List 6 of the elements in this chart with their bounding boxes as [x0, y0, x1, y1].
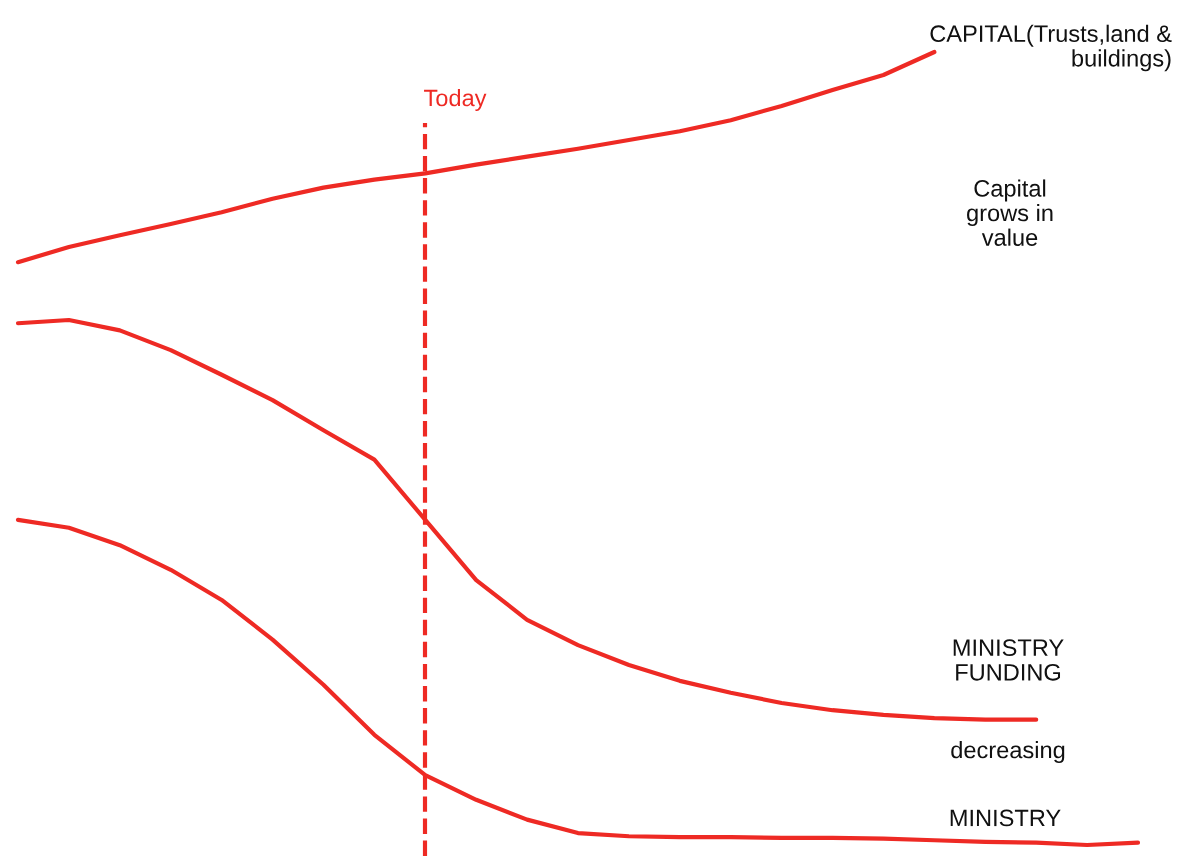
annotation: Capital grows in value: [967, 179, 1053, 246]
annotation: MINISTRY: [950, 809, 1061, 827]
annotation: Today: [424, 89, 487, 111]
annotation: decreasing: [951, 740, 1065, 764]
annotation: CAPITAL(Trusts,land & buildings): [930, 24, 1172, 72]
annotation: MINISTRY FUNDING: [953, 639, 1064, 681]
